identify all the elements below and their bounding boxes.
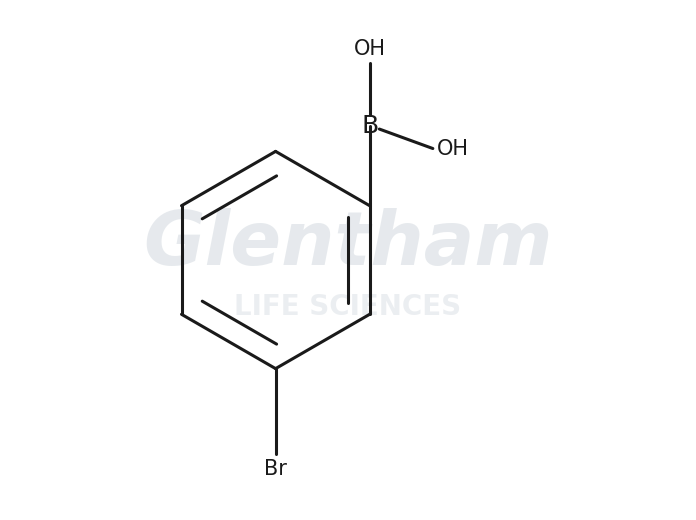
Text: OH: OH [437, 138, 469, 159]
Text: Br: Br [264, 459, 287, 479]
Text: OH: OH [354, 40, 386, 59]
Text: B: B [361, 113, 379, 137]
Text: Glentham: Glentham [143, 208, 553, 281]
Text: LIFE SCIENCES: LIFE SCIENCES [235, 293, 461, 320]
